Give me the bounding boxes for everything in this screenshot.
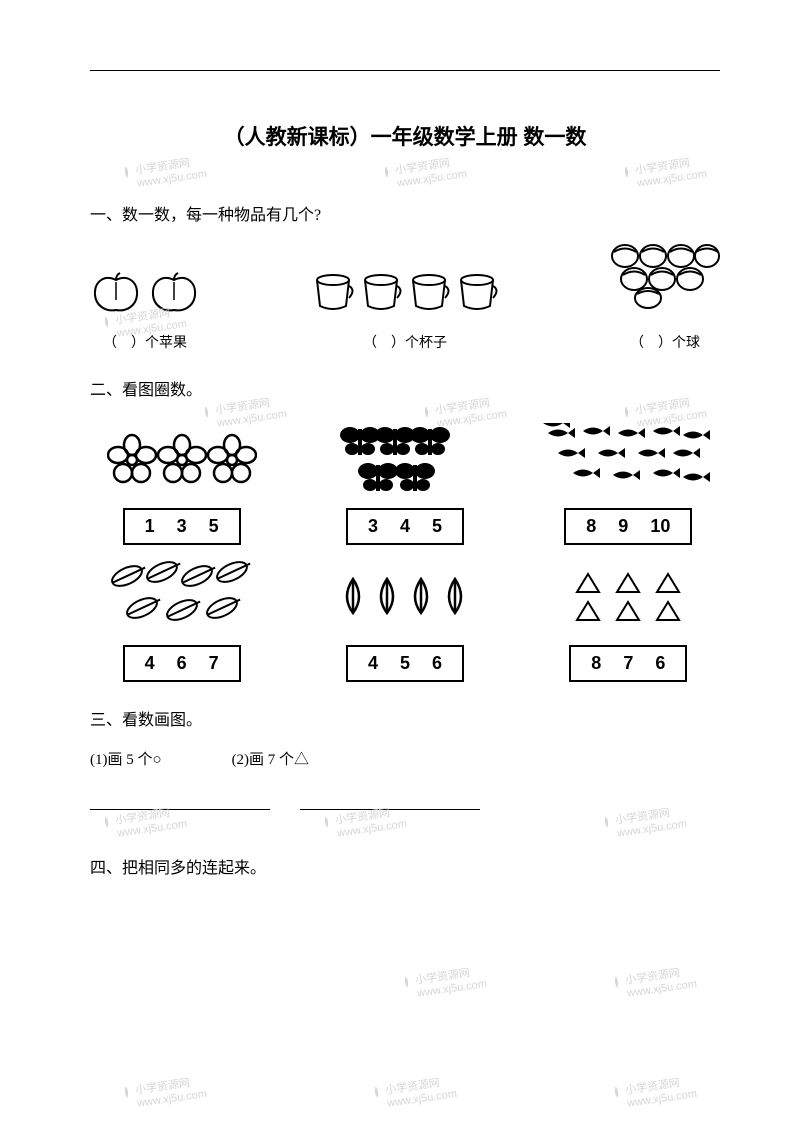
balls-icon [610, 243, 720, 314]
num-box: 8910 [564, 508, 692, 545]
q2-cell-peaches: 456 [313, 557, 496, 682]
q2-cell-butterflies: 345 [313, 420, 496, 545]
q1-balls: （ ）个球 [610, 243, 720, 352]
answer-line [90, 809, 270, 810]
watermark: 小学资源网www.xj5u.com [619, 154, 708, 192]
cup-icon [456, 272, 498, 314]
watermark: 小学资源网www.xj5u.com [399, 964, 488, 1002]
q1-apples: （ ）个苹果 [90, 270, 200, 352]
peaches-icon [313, 557, 496, 637]
answer-line [300, 809, 480, 810]
apple-icon [148, 270, 200, 314]
q1-heading: 一、数一数，每一种物品有几个? [90, 201, 720, 225]
apple-icon [90, 270, 142, 314]
watermark: 小学资源网www.xj5u.com [609, 964, 698, 1002]
flowers-icon [90, 420, 273, 500]
q1-row: （ ）个苹果 （ ）个杯子 [90, 243, 720, 352]
q1-apples-label: （ ）个苹果 [90, 332, 200, 352]
q2-cell-triangles: 876 [537, 557, 720, 682]
cup-icon [360, 272, 402, 314]
butterflies-icon [313, 420, 496, 500]
cup-icon [408, 272, 450, 314]
num-box: 467 [123, 645, 241, 682]
q3-heading: 三、看数画图。 [90, 706, 720, 730]
page-title: （人教新课标）一年级数学上册 数一数 [90, 121, 720, 151]
num-box: 345 [346, 508, 464, 545]
watermark: 小学资源网www.xj5u.com [379, 154, 468, 192]
q2-cell-fish: 8910 [537, 420, 720, 545]
q3-row: (1)画 5 个○ (2)画 7 个△ [90, 748, 720, 769]
leaves-icon [90, 557, 273, 637]
q1-balls-label: （ ）个球 [610, 332, 720, 352]
watermark: 小学资源网www.xj5u.com [369, 1074, 458, 1112]
q1-cups-label: （ ）个杯子 [312, 332, 498, 352]
triangles-icon [537, 557, 720, 637]
q2-cell-flowers: 135 [90, 420, 273, 545]
q3-item1: (1)画 5 个○ [90, 748, 162, 769]
watermark: 小学资源网www.xj5u.com [119, 154, 208, 192]
top-rule [90, 70, 720, 71]
q1-cups: （ ）个杯子 [312, 272, 498, 352]
num-box: 876 [569, 645, 687, 682]
num-box: 135 [123, 508, 241, 545]
fish-icon [537, 420, 720, 500]
q2-heading: 二、看图圈数。 [90, 376, 720, 400]
q3-lines [90, 809, 720, 810]
q2-cell-leaves: 467 [90, 557, 273, 682]
watermark: 小学资源网www.xj5u.com [119, 1074, 208, 1112]
num-box: 456 [346, 645, 464, 682]
q4-heading: 四、把相同多的连起来。 [90, 854, 720, 878]
q2-grid: 135 345 8910 [90, 420, 720, 682]
watermark: 小学资源网www.xj5u.com [609, 1074, 698, 1112]
q3-item2: (2)画 7 个△ [232, 748, 310, 769]
cup-icon [312, 272, 354, 314]
